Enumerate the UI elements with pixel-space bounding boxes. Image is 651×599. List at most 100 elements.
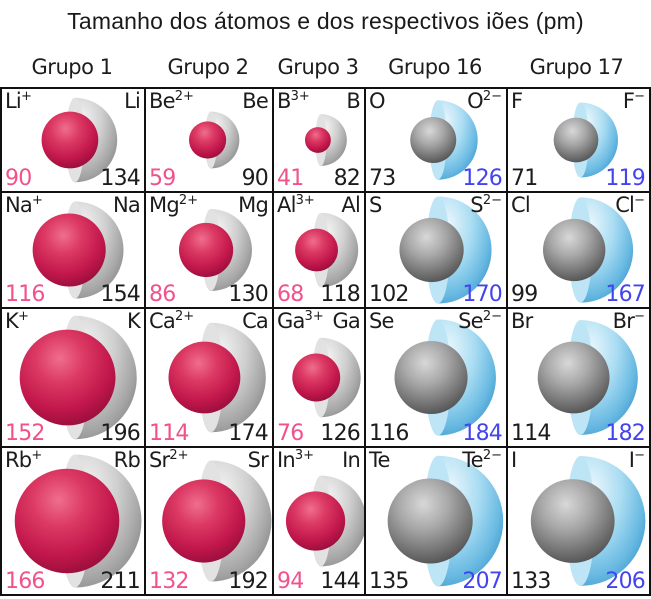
atom-sphere [394,340,468,415]
atom-ion-cutaway-graphic [14,454,142,588]
atom-label: Te [369,448,390,472]
ion-sphere [32,213,106,287]
cell-ga: Ga3+ Ga 76 126 [274,309,364,446]
atom-label: Na [113,193,141,217]
ion-radius-value: 184 [462,420,502,446]
ion-radius-value: 76 [277,420,304,446]
atom-radius-value: 73 [369,165,396,191]
cell-f: F F− 71 119 [508,89,649,191]
atom-label: Ga [332,309,360,333]
atom-radius-value: 102 [369,281,409,307]
ion-sphere [168,341,241,414]
ion-atom-cutaway-graphic [530,456,646,586]
atom-label: Mg [238,193,269,217]
atom-radius-value: 196 [100,420,140,446]
cell-ca: Ca2+ Ca 114 174 [146,309,272,446]
cell-i: I I− 133 206 [508,448,649,594]
ion-label: Rb+ [5,448,43,472]
atom-sphere [530,479,615,563]
diagram-title: Tamanho dos átomos e dos respectivos iõe… [67,8,584,34]
header-grupo-1: Grupo 1 [31,55,113,79]
atom-radius-value: 133 [511,568,551,594]
ion-label: Na+ [5,193,43,217]
cell-rb: Rb+ Rb 166 211 [2,448,144,594]
ion-radius-value: 152 [5,420,45,446]
atom-ion-cutaway-graphic [189,111,240,169]
atom-radius-value: 134 [100,165,140,191]
ion-label: Li+ [5,89,32,113]
ion-label: O2− [467,89,502,113]
cell-mg: Mg2+ Mg 86 130 [146,193,272,307]
atom-ion-cutaway-graphic [19,315,137,440]
atom-label: O [369,89,386,113]
atom-label: Cl [511,193,531,217]
ion-sphere [162,479,246,563]
ion-sphere [292,353,341,402]
atom-sphere [543,218,606,282]
atom-ion-cutaway-graphic [178,209,252,291]
atom-sphere [387,478,473,564]
atom-label: Se [369,309,394,333]
ion-label: Te2− [462,448,502,472]
ion-atom-cutaway-graphic [553,102,618,178]
ion-sphere [295,228,338,272]
atom-sphere [410,117,457,163]
atom-label: Rb [113,448,141,472]
ion-atom-cutaway-graphic [410,100,478,180]
ion-sphere [41,111,99,169]
ion-atom-cutaway-graphic [387,455,504,587]
atom-radius-value: 90 [241,165,269,191]
atom-radius-value: 99 [511,281,538,307]
atom-ion-cutaway-graphic [304,114,347,166]
ion-radius-value: 114 [149,420,189,446]
cell-al: Al3+ Al 68 118 [274,193,364,307]
atom-radius-value: 114 [511,420,551,446]
ion-atom-cutaway-graphic [394,319,496,436]
ion-radius-value: 182 [605,420,645,446]
group-headers: Grupo 1 Grupo 2 Grupo 3 Grupo 16 Grupo 1… [0,55,647,85]
ion-label: Al3+ [277,193,315,217]
cell-in: In3+ In 94 144 [274,448,364,594]
ion-label: K+ [5,309,29,333]
atom-radius-value: 116 [369,420,409,446]
atom-ion-cutaway-graphic [41,97,118,183]
atom-radius-value: 130 [228,281,268,307]
atom-label: K [127,309,141,333]
header-grupo-3: Grupo 3 [277,55,359,79]
atom-label: Br [511,309,533,333]
atom-radius-value: 82 [333,165,361,191]
ion-label: Sr2+ [149,448,189,472]
ion-radius-value: 59 [149,165,176,191]
cell-cl: Cl Cl− 99 167 [508,193,649,307]
atom-radius-value: 71 [511,165,538,191]
cell-o: O O2− 73 126 [366,89,506,191]
ion-sphere [14,468,120,574]
ion-radius-value: 207 [462,568,502,594]
atom-sphere [537,341,610,414]
ion-label: Mg2+ [149,193,199,217]
ion-label: F− [622,89,645,113]
atom-label: S [369,193,382,217]
ion-radius-value: 126 [462,165,502,191]
ion-sphere [189,121,227,159]
ion-radius-value: 119 [605,165,645,191]
cell-se: Se Se2− 116 184 [366,309,506,446]
ion-radius-value: 167 [605,281,645,307]
cell-k: K+ K 152 196 [2,309,144,446]
ion-sphere [19,329,116,426]
atom-radius-value: 144 [320,568,360,594]
atom-radius-value: 211 [100,568,140,594]
atom-sphere [399,217,464,283]
atom-sphere [553,117,599,163]
atom-ion-cutaway-graphic [32,201,124,299]
atom-ion-cutaway-graphic [292,337,361,418]
atom-label: F [511,89,523,113]
atom-ion-cutaway-graphic [295,212,359,288]
cell-s: S S2− 102 170 [366,193,506,307]
atom-radius-value: 135 [369,568,409,594]
ion-sphere [178,222,234,278]
ion-radius-value: 41 [277,165,304,191]
atom-label: B [346,89,360,113]
grid: Li+ Li 90 134 Be2+ Be 59 90 B3+ B 41 82 O O2− 73 126 F F−… [0,87,651,596]
